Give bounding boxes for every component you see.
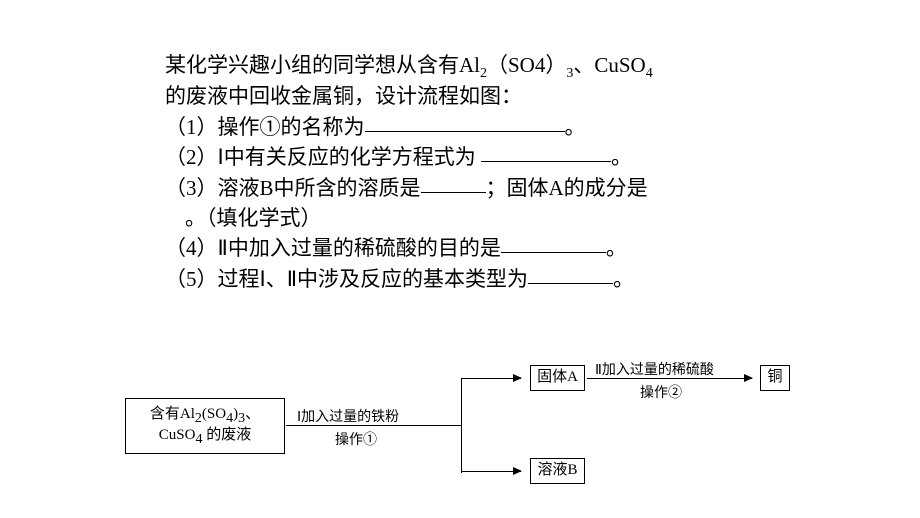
arrow-to-solB bbox=[461, 471, 521, 472]
fill-blank bbox=[481, 141, 611, 162]
q5-text: （5）过程Ⅰ、Ⅱ中涉及反应的基本类型为 bbox=[165, 267, 528, 291]
fill-blank bbox=[421, 172, 486, 193]
question-4: （4）Ⅱ中加入过量的稀硫酸的目的是 。 bbox=[165, 233, 775, 263]
question-2: （2）Ⅰ中有关反应的化学方程式为 。 bbox=[165, 142, 775, 172]
subscript: 2 bbox=[480, 66, 487, 81]
q3a-text: （3）溶液B中所含的溶质是 bbox=[165, 176, 421, 200]
q1-end: 。 bbox=[565, 115, 586, 139]
label-step1-bot: 操作① bbox=[335, 429, 377, 449]
q2-text: （2）Ⅰ中有关反应的化学方程式为 bbox=[165, 145, 476, 169]
q1-text: （1）操作①的名称为 bbox=[165, 115, 365, 139]
intro-text: 的废液中回收金属铜，设计流程如图： bbox=[165, 84, 522, 108]
question-5: （5）过程Ⅰ、Ⅱ中涉及反应的基本类型为 。 bbox=[165, 264, 775, 294]
question-text: 某化学兴趣小组的同学想从含有Al2（SO4）3、CuSO4 的废液中回收金属铜，… bbox=[165, 50, 775, 294]
q2-end: 。 bbox=[611, 145, 632, 169]
box-copper: 铜 bbox=[760, 365, 790, 391]
question-1: （1）操作①的名称为 。 bbox=[165, 112, 775, 142]
label-step2-top: Ⅱ加入过量的稀硫酸 bbox=[595, 359, 714, 379]
intro-text: 、CuSO bbox=[573, 53, 645, 77]
q4-end: 。 bbox=[606, 236, 627, 260]
question-3a: （3）溶液B中所含的溶质是 ；固体A的成分是 bbox=[165, 173, 775, 203]
flow-diagram: 含有Al2(SO4)3、 CuSO4 的废液 .diagram .arrow-h… bbox=[125, 360, 805, 490]
question-3b: 。（填化学式） bbox=[165, 203, 775, 233]
intro-text: （SO4） bbox=[487, 53, 566, 77]
box-waste-liquid: 含有Al2(SO4)3、 CuSO4 的废液 bbox=[125, 398, 285, 454]
fill-blank bbox=[365, 111, 565, 132]
q4-text: （4）Ⅱ中加入过量的稀硫酸的目的是 bbox=[165, 236, 501, 260]
label-step1-top: Ⅰ加入过量的铁粉 bbox=[297, 406, 399, 426]
intro-line-2: 的废液中回收金属铜，设计流程如图： bbox=[165, 81, 775, 111]
box-solid-a: 固体A bbox=[530, 365, 585, 391]
subscript: 4 bbox=[646, 66, 653, 81]
intro-text: 某化学兴趣小组的同学想从含有Al bbox=[165, 53, 480, 77]
q3c-text: 。（填化学式） bbox=[185, 206, 322, 230]
split-line bbox=[461, 378, 462, 473]
fill-blank bbox=[528, 263, 613, 284]
intro-line-1: 某化学兴趣小组的同学想从含有Al2（SO4）3、CuSO4 bbox=[165, 50, 775, 81]
q5-end: 。 bbox=[613, 267, 634, 291]
arrow-to-solidA bbox=[461, 378, 521, 379]
fill-blank bbox=[501, 232, 606, 253]
box-solution-b: 溶液B bbox=[530, 458, 585, 484]
q3b-text: ；固体A的成分是 bbox=[486, 176, 648, 200]
label-step2-bot: 操作② bbox=[640, 382, 682, 402]
